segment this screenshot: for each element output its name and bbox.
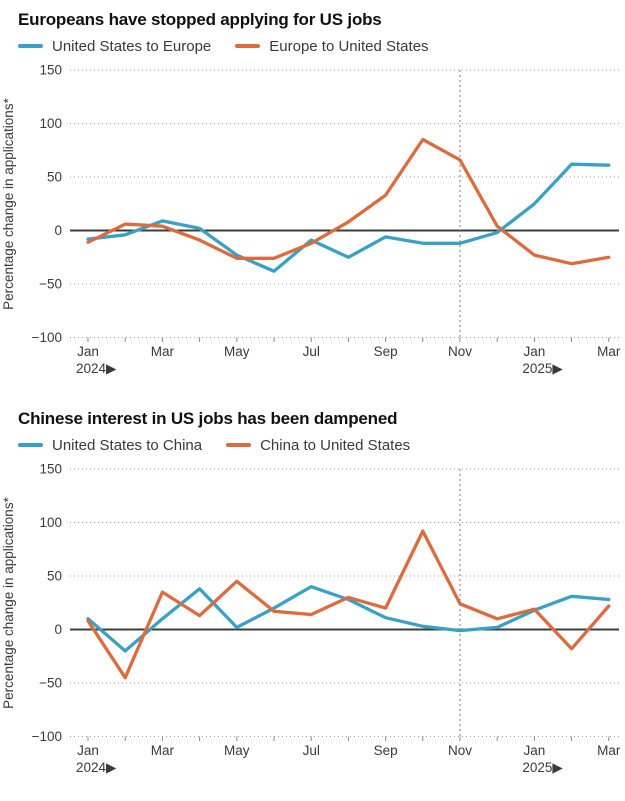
legend-label-us-to-china: United States to China <box>52 436 203 454</box>
y-tick-label: 0 <box>54 223 62 238</box>
legend-swatch-blue-icon <box>18 44 43 48</box>
chart-block-china: Chinese interest in US jobs has been dam… <box>0 392 625 791</box>
x-tick-label: Sep <box>374 344 398 359</box>
x-tick-label: Nov <box>448 743 472 758</box>
legend-item-china-to-us: China to United States <box>226 437 410 454</box>
y-axis-title: Percentage change in applications* <box>1 496 16 708</box>
x-tick-label: Mar <box>151 743 175 758</box>
y-tick-label: 150 <box>39 462 62 477</box>
x-tick-label: Jan <box>77 743 99 758</box>
series-line-1 <box>86 137 611 266</box>
y-tick-label: 150 <box>39 63 62 78</box>
legend-europe: United States to Europe Europe to United… <box>18 37 625 55</box>
x-tick-label: Jan <box>524 344 546 359</box>
chart-title-europe: Europeans have stopped applying for US j… <box>18 10 382 29</box>
legend-label-europe-to-us: Europe to United States <box>269 37 429 55</box>
y-tick-label: −100 <box>32 330 62 345</box>
x-year-label: 2025▶ <box>522 361 563 376</box>
line-chart-europe-applications: 150 100 50 0 −50 −100 Jan 2024▶ Mar May Jul Sep Nov J… <box>1 63 621 377</box>
legend-label-china-to-us: China to United States <box>260 436 411 454</box>
x-tick-label: Jul <box>303 743 320 758</box>
y-tick-label: 100 <box>39 116 62 131</box>
x-tick-label: Jul <box>303 344 320 359</box>
chart-title-china: Chinese interest in US jobs has been dam… <box>18 409 398 428</box>
x-tick-label: Jan <box>524 743 546 758</box>
legend-swatch-orange-icon <box>235 44 261 48</box>
legend-swatch-blue-icon <box>18 443 43 447</box>
y-tick-label: 100 <box>39 515 62 530</box>
x-tick-label: Mar <box>597 344 621 359</box>
line-chart-china-applications: 150 100 50 0 −50 −100 Jan 2024▶ Mar May Jul Sep Nov J… <box>1 462 621 776</box>
x-tick-label: Jan <box>77 344 99 359</box>
y-tick-label: −50 <box>39 277 62 292</box>
x-year-label: 2024▶ <box>76 760 117 775</box>
series-line-1 <box>86 529 611 680</box>
y-tick-label: 50 <box>47 170 62 185</box>
x-year-label: 2025▶ <box>522 760 563 775</box>
x-tick-label: Mar <box>151 344 175 359</box>
y-tick-label: 0 <box>54 622 62 637</box>
y-tick-label: −100 <box>32 729 62 744</box>
x-tick-label: Nov <box>448 344 472 359</box>
legend-item-us-to-europe: United States to Europe <box>18 38 211 55</box>
chart-block-europe: Europeans have stopped applying for US j… <box>0 0 625 392</box>
x-tick-label: Mar <box>597 743 621 758</box>
x-tick-label: May <box>224 743 250 758</box>
x-year-label: 2024▶ <box>76 361 117 376</box>
series-line-0 <box>86 585 611 653</box>
y-tick-label: −50 <box>39 676 62 691</box>
legend-label-us-to-europe: United States to Europe <box>52 37 212 55</box>
legend-item-europe-to-us: Europe to United States <box>235 37 429 55</box>
legend-item-us-to-china: United States to China <box>18 437 202 454</box>
x-tick-label: Sep <box>374 743 398 758</box>
legend-china: United States to China China to United S… <box>18 436 625 454</box>
y-tick-label: 50 <box>47 569 62 584</box>
x-tick-label: May <box>224 344 250 359</box>
series-line-0 <box>86 162 611 273</box>
legend-swatch-orange-icon <box>226 443 252 447</box>
y-axis-title: Percentage change in applications* <box>1 97 16 309</box>
